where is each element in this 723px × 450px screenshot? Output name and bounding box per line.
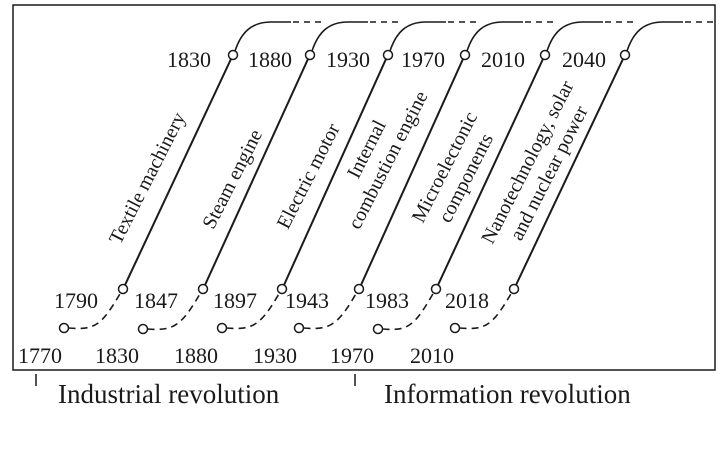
industrial-revolution-label: Industrial revolution [58, 379, 280, 409]
wave-peak-year: 1970 [401, 47, 445, 72]
wave-start-point [449, 322, 461, 334]
wave-rise-point [276, 283, 288, 295]
wave-peak-point [459, 49, 471, 61]
wave-peak-point [304, 49, 316, 61]
wave-rise-year: 1790 [54, 288, 98, 313]
wave-start-year: 1830 [95, 343, 139, 368]
wave-rise-year: 2018 [445, 288, 489, 313]
wave-rise-line [437, 58, 544, 286]
wave-start-year: 2010 [410, 343, 454, 368]
wave-top-curve [546, 21, 603, 52]
wave-peak-year: 1830 [167, 47, 211, 72]
wave-peak-point [382, 49, 394, 61]
wave-rise-point [197, 283, 209, 295]
wave-rise-year: 1847 [134, 288, 178, 313]
innovation-waves: 1770 1790 1830 Textile machinery 1830 1847 188… [18, 21, 713, 368]
wave-start-point [216, 322, 228, 334]
wave-peak-year: 2040 [562, 47, 606, 72]
wave-start-year: 1930 [253, 343, 297, 368]
wave-rise-line [360, 58, 464, 286]
wave-peak-year: 2010 [481, 47, 525, 72]
wave-dashed-start [382, 291, 435, 331]
wave-rise-line [124, 58, 232, 286]
wave-rise-line [204, 58, 309, 286]
diagram-frame [12, 4, 716, 371]
wave-start-year: 1770 [18, 343, 62, 368]
wave-top-curve [311, 21, 368, 52]
wave-peak-year: 1880 [248, 47, 292, 72]
wave-technology-label: Steam engine [198, 126, 267, 233]
wave-rise-point [117, 283, 129, 295]
wave-technology-label: Textile machinery [105, 109, 190, 248]
wave-start-year: 1880 [174, 343, 218, 368]
wave-rise-point [430, 283, 442, 295]
wave-start-point [58, 322, 70, 334]
wave-start-point [372, 323, 384, 335]
wave-top-curve [389, 21, 446, 52]
wave-start-year: 1970 [330, 343, 374, 368]
wave-peak-point [227, 49, 239, 61]
wave-rise-year: 1897 [213, 288, 257, 313]
wave-top-curve [466, 21, 523, 52]
wave-dashed-start [68, 291, 122, 330]
wave-dashed-start [459, 291, 513, 330]
wave-rise-year: 1943 [285, 288, 329, 313]
wave-rise-year: 1983 [365, 288, 409, 313]
wave-rise-line [283, 58, 387, 286]
wave-peak-year: 1930 [326, 47, 370, 72]
wave-dashed-start [303, 291, 358, 330]
wave-dashed-start [226, 291, 281, 330]
information-revolution-label: Information revolution [384, 379, 631, 409]
wave-top-curve [626, 21, 683, 52]
wave-rise-point [353, 283, 365, 295]
wave-start-point [293, 322, 305, 334]
wave-dashed-start [147, 291, 202, 331]
wave-rise-line [515, 58, 624, 286]
wave-technology-label: Nanotechnology, solarand nuclear power [477, 77, 600, 258]
wave-peak-point [619, 49, 631, 61]
wave-start-point [137, 323, 149, 335]
wave-top-curve [234, 21, 291, 52]
wave-rise-point [508, 283, 520, 295]
wave-peak-point [539, 49, 551, 61]
